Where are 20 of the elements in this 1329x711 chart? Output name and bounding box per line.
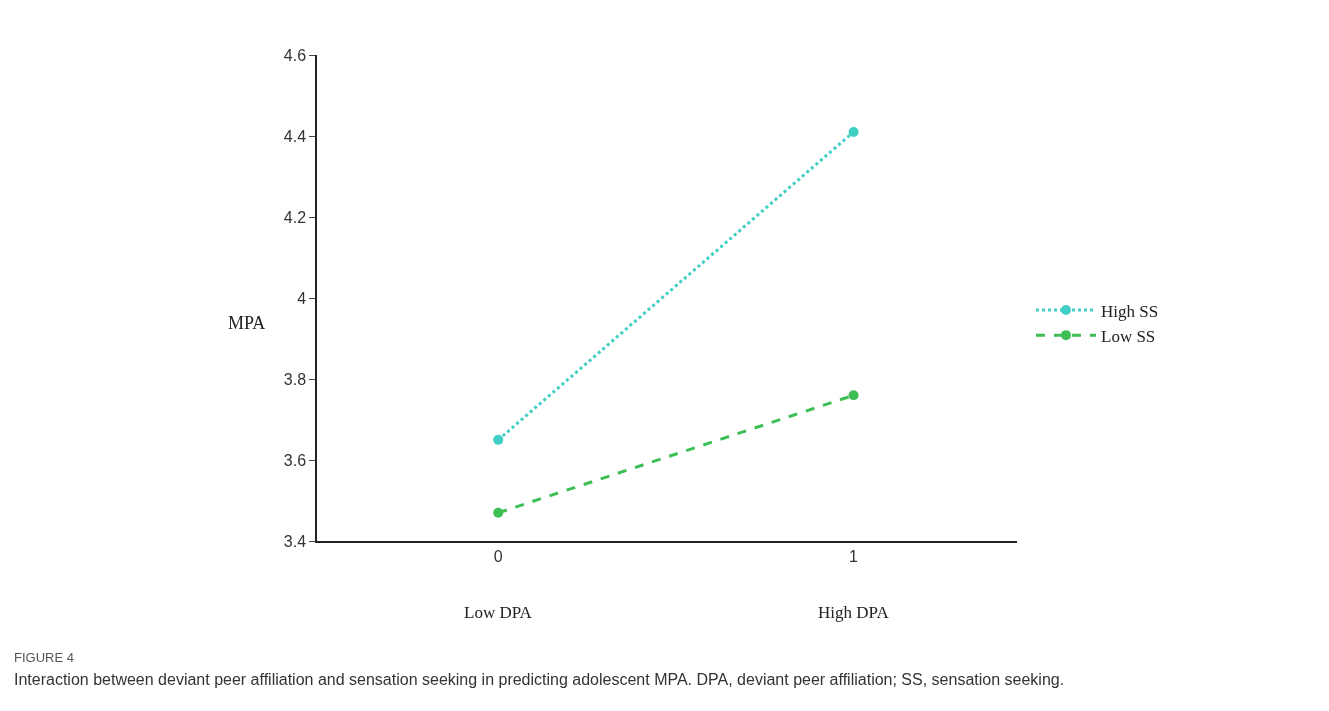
text: Interaction between deviant peer affiliation and sensation seeking in predicting adolescent MPA. DPA, deviant peer affiliation; SS, sensation seeking. [14,671,1065,688]
y-tick-label: 4.6 [283,46,307,64]
y-tick-label: 4.2 [283,208,307,226]
y-axis-title: MPA [228,313,266,333]
x-tick-label: 0 [493,548,503,566]
x-tick-label: 1 [849,548,859,566]
legend-label: Low SS [1101,326,1156,346]
point [493,434,504,445]
y-tick-label: 4.4 [283,127,307,145]
y-tick-label: 3.6 [283,451,307,469]
point [848,126,859,137]
text: Low DPA [464,603,533,622]
y-tick-label: 4 [297,289,307,307]
caption: FIGURE 4 [14,650,74,665]
text: High DPA [818,603,890,622]
point [848,390,859,401]
legend-label: High SS [1101,301,1159,321]
y-tick-label: 3.8 [283,370,307,388]
y-tick-label: 3.4 [283,532,307,550]
point [493,507,504,518]
